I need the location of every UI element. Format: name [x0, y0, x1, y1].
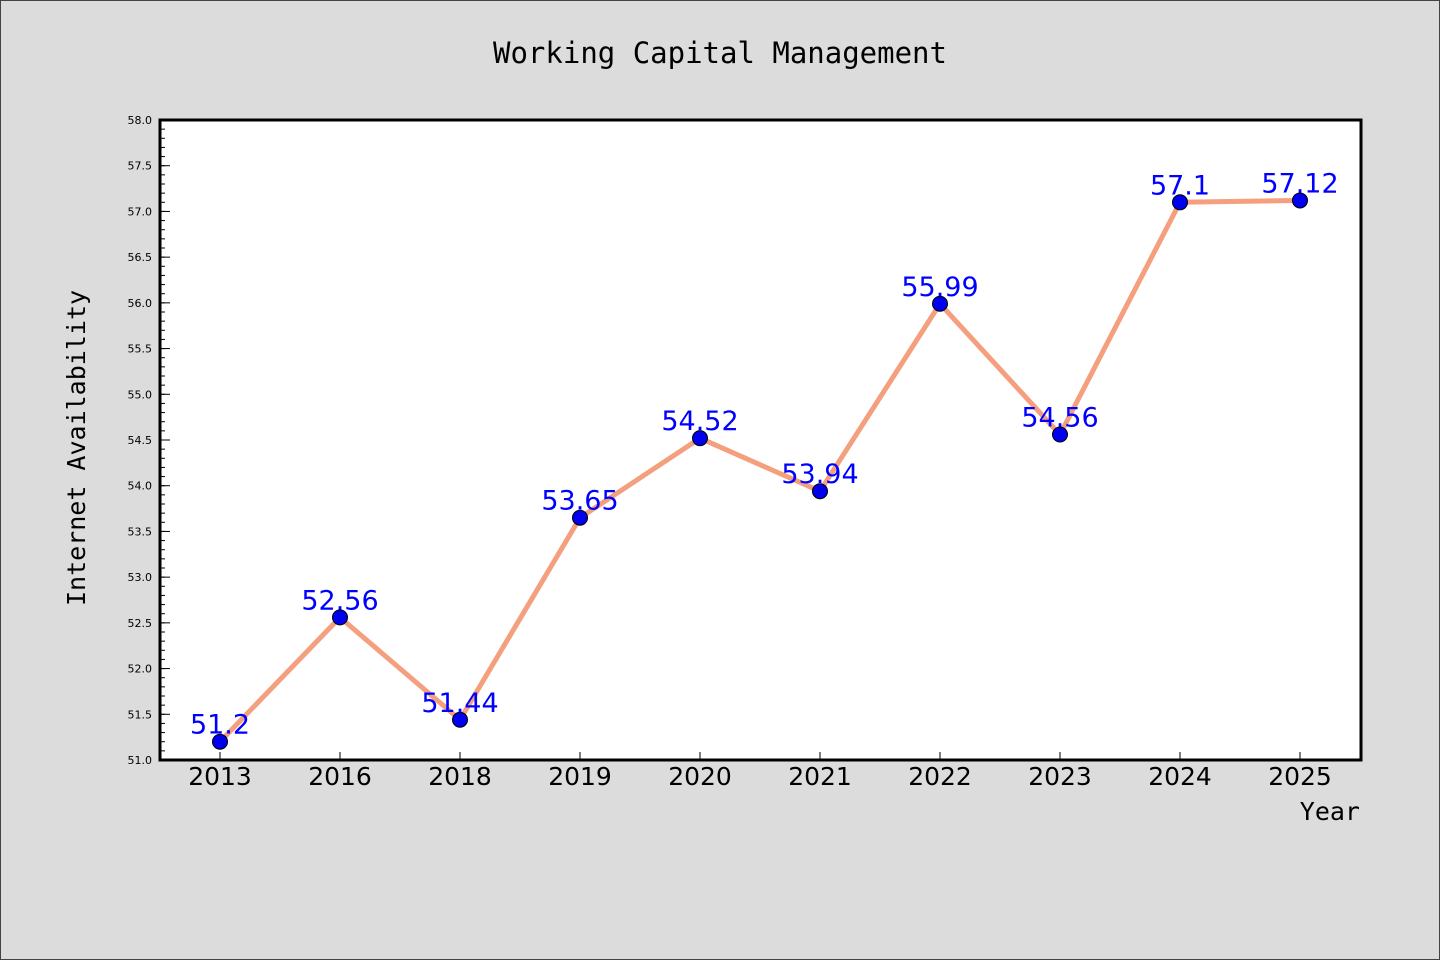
y-tick-label: 54.0	[128, 480, 153, 493]
series-line	[217, 197, 1303, 745]
x-tick-label: 2023	[1028, 762, 1092, 791]
data-point-marker	[452, 711, 468, 728]
data-point-marker	[332, 609, 348, 626]
data-point-marker	[1172, 194, 1188, 211]
y-tick-label: 52.5	[128, 617, 153, 630]
x-tick-label: 2024	[1148, 762, 1212, 791]
x-tick-label: 2016	[308, 762, 372, 791]
markers-group	[212, 192, 1308, 750]
x-tick-label: 2018	[428, 762, 492, 791]
data-point-marker	[1052, 426, 1068, 443]
x-tick-label: 2020	[668, 762, 732, 791]
data-label: 53.94	[781, 459, 858, 490]
data-label: 57.1	[1150, 170, 1210, 201]
data-label: 54.56	[1021, 403, 1098, 434]
y-axis-label: Internet Availability	[62, 290, 91, 606]
y-tick-label: 58.0	[128, 114, 153, 127]
data-point-marker	[212, 733, 228, 750]
data-point-marker	[932, 295, 948, 312]
data-label: 55.99	[901, 272, 978, 303]
y-tick-label: 54.5	[128, 434, 153, 447]
data-label: 51.2	[190, 710, 250, 741]
series-line-group	[217, 197, 1303, 745]
data-labels-group: 51.2 52.56 51.44 53.65 54.52 53.94 55.99 54.56 5…	[190, 168, 1339, 740]
x-tick-label: 2025	[1268, 762, 1332, 791]
x-axis-label: Year	[1300, 797, 1360, 826]
data-label: 57.12	[1261, 168, 1338, 199]
data-label: 54.52	[661, 406, 738, 437]
y-tick-label: 51.5	[128, 708, 153, 721]
y-axis: 51.0 51.5 52.0 52.5 53.0 53.5 54.0 54.5 55.0 55.5…	[128, 114, 170, 767]
y-tick-label: 51.0	[128, 754, 153, 767]
x-tick-label: 2022	[908, 762, 972, 791]
plot-area	[158, 118, 1363, 762]
x-tick-label: 2019	[548, 762, 612, 791]
data-label: 52.56	[301, 585, 378, 616]
data-point-marker	[1292, 192, 1308, 209]
y-tick-label: 53.0	[128, 571, 153, 584]
y-tick-label: 56.0	[128, 297, 153, 310]
x-tick-label: 2013	[188, 762, 252, 791]
x-tick-label: 2021	[788, 762, 852, 791]
y-tick-label: 56.5	[128, 251, 153, 264]
y-tick-label: 57.0	[128, 205, 153, 218]
chart-title: Working Capital Management	[493, 36, 947, 70]
data-point-marker	[692, 430, 708, 447]
y-tick-label: 52.0	[128, 663, 153, 676]
data-point-marker	[812, 483, 828, 500]
y-tick-label: 55.0	[128, 388, 153, 401]
data-label: 53.65	[541, 486, 618, 517]
y-tick-label: 57.5	[128, 160, 153, 173]
y-tick-label: 55.5	[128, 343, 153, 356]
x-axis: 2013 2016 2018 2019 2020 2021 2022 2023 2024 2025	[188, 752, 1332, 791]
data-point-marker	[572, 509, 588, 526]
data-label: 51.44	[421, 688, 498, 719]
y-tick-label: 53.5	[128, 525, 153, 538]
